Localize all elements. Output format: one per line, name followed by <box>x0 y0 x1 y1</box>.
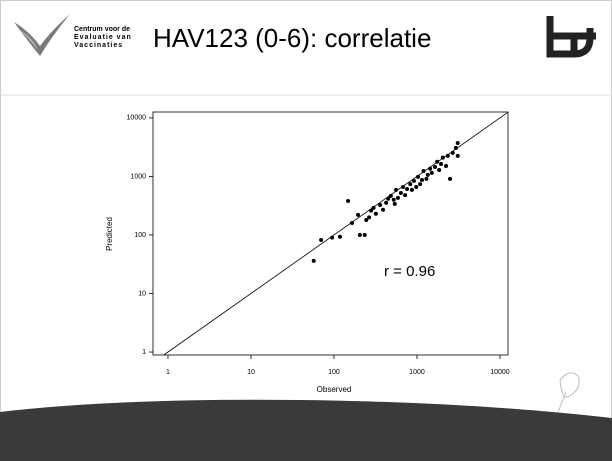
x-tick-label: 1 <box>166 369 170 376</box>
point <box>411 178 416 183</box>
point <box>330 235 335 240</box>
point <box>414 184 419 189</box>
x-tick-label: 1000 <box>409 369 425 376</box>
point <box>439 161 444 166</box>
point <box>435 159 440 164</box>
point <box>403 193 408 198</box>
point <box>386 196 391 201</box>
point <box>450 150 455 155</box>
y-tick-label: 10000 <box>127 115 147 122</box>
ua-logo <box>546 16 596 58</box>
y-axis-label: Predicted <box>105 217 114 251</box>
point <box>424 176 429 181</box>
x-tick-label: 10 <box>247 369 255 376</box>
point <box>437 167 442 172</box>
point <box>447 176 452 181</box>
point <box>357 232 362 237</box>
logo-text: Evaluatie van <box>74 34 132 41</box>
logo-text: Centrum voor de <box>74 26 130 33</box>
point <box>453 145 458 150</box>
point <box>350 221 355 226</box>
point <box>392 201 397 206</box>
point <box>398 191 403 196</box>
point <box>346 199 351 204</box>
point <box>401 184 406 189</box>
point <box>369 208 374 213</box>
point <box>428 166 433 171</box>
x-tick-label: 100 <box>328 369 340 376</box>
y-tick-label: 10 <box>138 290 146 297</box>
point <box>421 168 426 173</box>
point <box>419 177 424 182</box>
point <box>416 174 421 179</box>
point <box>455 140 460 145</box>
plot-frame <box>152 111 509 356</box>
point <box>373 211 378 216</box>
point <box>444 163 449 168</box>
logo-text: Vaccinaties <box>74 42 123 49</box>
point <box>418 182 423 187</box>
point <box>429 170 434 175</box>
point <box>378 202 383 207</box>
point <box>381 207 386 212</box>
point <box>371 205 376 210</box>
point <box>408 182 413 187</box>
point <box>440 155 445 160</box>
point <box>409 187 414 192</box>
footer-swoosh <box>0 399 612 461</box>
point <box>319 238 324 243</box>
point <box>445 153 450 158</box>
x-tick-label: 10000 <box>490 369 510 376</box>
point <box>405 186 410 191</box>
y-tick-label: 1 <box>142 349 146 356</box>
point <box>455 153 460 158</box>
point <box>433 164 438 169</box>
point <box>337 234 342 239</box>
point <box>384 200 389 205</box>
point <box>395 195 400 200</box>
identity-line <box>163 111 509 356</box>
point <box>367 215 372 220</box>
point <box>362 232 367 237</box>
point <box>391 197 396 202</box>
point <box>364 218 369 223</box>
slide-title: HAV123 (0-6): correlatie <box>153 23 431 53</box>
y-tick-label: 100 <box>134 232 146 239</box>
x-axis-label: Observed <box>317 385 352 394</box>
cupid-drawing <box>557 372 580 413</box>
point <box>311 258 316 263</box>
point <box>356 212 361 217</box>
point <box>425 172 430 177</box>
annotation: r = 0.96 <box>384 263 435 280</box>
y-tick-label: 1000 <box>130 173 146 180</box>
point <box>394 187 399 192</box>
point <box>388 193 393 198</box>
